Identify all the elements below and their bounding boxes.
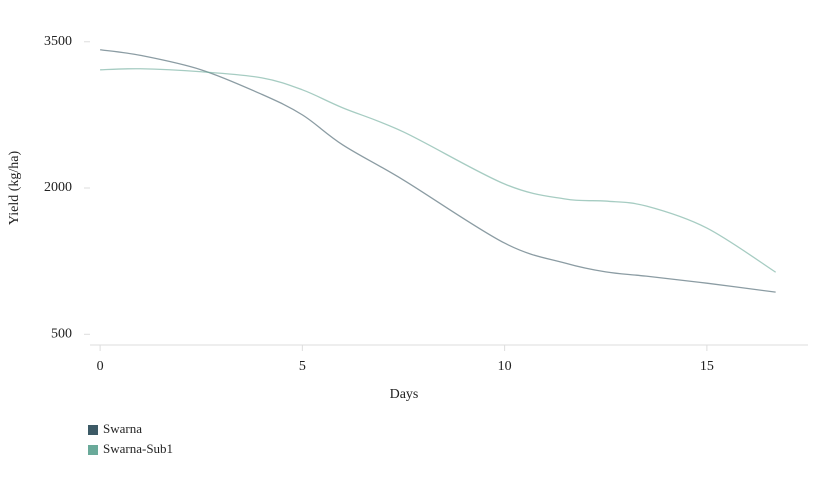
x-axis-label: Days bbox=[390, 387, 419, 402]
x-tick-label: 10 bbox=[498, 359, 512, 374]
legend-swatch bbox=[88, 425, 98, 435]
legend-label: Swarna-Sub1 bbox=[103, 441, 173, 456]
x-tick-label: 15 bbox=[700, 359, 714, 374]
x-tick-label: 0 bbox=[97, 359, 104, 374]
x-tick-label: 5 bbox=[299, 359, 306, 374]
y-axis-label: Yield (kg/ha) bbox=[7, 151, 22, 226]
y-tick-label: 3500 bbox=[44, 34, 72, 49]
line bbox=[100, 68, 776, 273]
y-tick-label: 500 bbox=[51, 326, 72, 341]
line bbox=[100, 49, 776, 293]
y-tick-label: 2000 bbox=[44, 180, 72, 195]
legend-swatch bbox=[88, 445, 98, 455]
legend-label: Swarna bbox=[103, 421, 142, 436]
